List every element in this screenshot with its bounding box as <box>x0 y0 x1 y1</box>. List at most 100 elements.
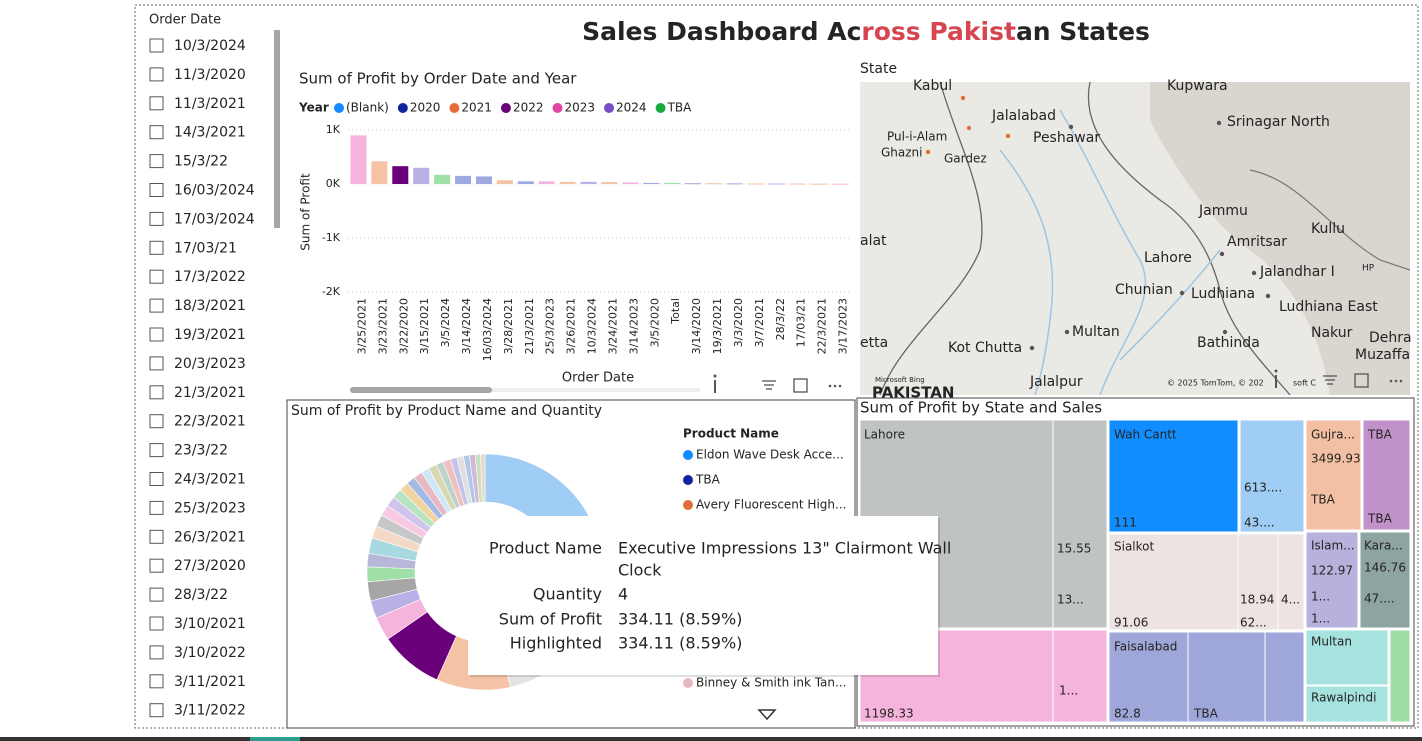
map-river <box>999 149 1054 396</box>
focus-icon[interactable] <box>793 378 808 393</box>
x-tick-label: 3/7/2021 <box>753 298 766 347</box>
treemap-label: Islam... <box>1311 539 1355 553</box>
scroll-down-arrow[interactable] <box>757 709 777 721</box>
treemap-label: 43.... <box>1244 516 1275 530</box>
map-label: Ghazni <box>881 146 923 160</box>
map-label: Jalalpur <box>1029 374 1083 390</box>
slicer-item: 11/3/2020 <box>174 67 246 83</box>
legend-label: 2022 <box>513 101 544 115</box>
title-part: ross Pakist <box>861 17 1016 46</box>
slicer-checkbox[interactable] <box>149 356 164 371</box>
treemap-title: Sum of Profit by State and Sales <box>860 399 1102 417</box>
x-tick-label: 3/3/2020 <box>732 298 745 347</box>
treemap-label: Sialkot <box>1114 540 1155 554</box>
slicer-checkbox[interactable] <box>149 414 164 429</box>
legend-marker <box>683 500 693 510</box>
treemap-tile[interactable] <box>1239 419 1305 533</box>
legend-marker <box>604 103 615 113</box>
treemap-tile[interactable] <box>1305 685 1389 723</box>
legend-label: 2020 <box>410 101 441 115</box>
slicer-checkbox[interactable] <box>149 385 164 400</box>
info-icon-dot <box>1274 369 1278 373</box>
info-icon-dot <box>713 374 717 378</box>
bar <box>706 183 723 185</box>
slicer-checkbox[interactable] <box>149 558 164 573</box>
slicer-checkbox[interactable] <box>149 183 164 197</box>
more-icon[interactable] <box>838 384 842 388</box>
slicer-checkbox[interactable] <box>149 645 164 660</box>
slicer-checkbox[interactable] <box>149 529 164 544</box>
bar <box>601 182 618 184</box>
treemap-label: 91.06 <box>1114 616 1148 630</box>
bar <box>747 183 764 185</box>
x-tick-label: 3/23/2021 <box>376 298 389 354</box>
slicer-checkbox[interactable] <box>149 67 164 82</box>
slicer-item: 26/3/2021 <box>174 529 246 545</box>
slicer-checkbox[interactable] <box>149 38 164 53</box>
map-city-dot <box>1265 293 1271 299</box>
more-icon[interactable] <box>1394 379 1398 383</box>
treemap-tile[interactable] <box>1108 631 1305 723</box>
treemap-label: 13... <box>1057 593 1084 607</box>
slicer-checkbox[interactable] <box>149 96 164 111</box>
legend-marker <box>683 678 693 688</box>
treemap-tile[interactable] <box>1305 531 1359 629</box>
tooltip-key: Quantity <box>533 585 602 604</box>
bar <box>455 175 472 184</box>
treemap-tile[interactable] <box>1305 419 1362 531</box>
more-icon[interactable] <box>1389 379 1393 383</box>
map-label: Ludhiana East <box>1279 299 1378 315</box>
treemap-tile[interactable] <box>1389 629 1411 723</box>
focus-icon[interactable] <box>1354 373 1369 388</box>
map-title: State <box>860 61 897 77</box>
legend-label: 2021 <box>461 101 492 115</box>
slicer-item: 17/03/21 <box>174 240 237 256</box>
map-label: alat <box>860 233 887 249</box>
legend-title: Product Name <box>683 427 779 441</box>
slicer-checkbox[interactable] <box>149 674 164 689</box>
slicer-checkbox[interactable] <box>149 327 164 342</box>
slicer-checkbox[interactable] <box>149 472 164 486</box>
slicer-checkbox[interactable] <box>149 587 164 602</box>
map-label: Jalalabad <box>991 108 1056 124</box>
scroll-thumb[interactable] <box>350 387 492 393</box>
slicer-checkbox[interactable] <box>149 269 164 284</box>
legend-label: Eldon Wave Desk Acce... <box>696 448 844 462</box>
bar <box>768 183 785 185</box>
treemap-label: 47.... <box>1364 592 1395 606</box>
treemap-tile[interactable] <box>1108 419 1239 533</box>
map-city-dot <box>966 125 972 131</box>
slicer-checkbox[interactable] <box>149 298 164 313</box>
donut-slice[interactable] <box>480 453 486 503</box>
slicer-checkbox[interactable] <box>149 211 164 226</box>
slicer-item: 10/3/2024 <box>174 38 246 54</box>
treemap-tile[interactable] <box>1305 629 1389 686</box>
more-icon[interactable] <box>833 384 837 388</box>
treemap-tile[interactable] <box>1362 419 1411 531</box>
slicer-checkbox[interactable] <box>149 703 164 718</box>
slicer-checkbox[interactable] <box>149 616 164 631</box>
x-tick-label: 3/14/2024 <box>460 298 473 354</box>
slicer-checkbox[interactable] <box>149 154 164 169</box>
slicer-item: 16/03/2024 <box>174 183 255 199</box>
slicer-checkbox[interactable] <box>149 125 164 140</box>
map-label: Srinagar North <box>1227 114 1330 130</box>
x-tick-label: 19/3/2021 <box>711 298 724 354</box>
bar <box>559 181 576 184</box>
legend-label: TBA <box>667 101 693 115</box>
map-border <box>1087 81 1291 396</box>
slicer-checkbox[interactable] <box>149 500 164 515</box>
map-city-dot <box>1219 251 1225 257</box>
map-label: etta <box>860 335 888 351</box>
more-icon[interactable] <box>828 384 832 388</box>
slicer-checkbox[interactable] <box>149 443 164 458</box>
more-icon[interactable] <box>1399 379 1403 383</box>
slicer-checkbox[interactable] <box>149 240 164 255</box>
slicer-item: 20/3/2023 <box>174 356 246 372</box>
treemap-tile[interactable] <box>1359 531 1411 629</box>
x-tick-label: 17/03/21 <box>795 298 808 347</box>
treemap-label: TBA <box>1367 512 1393 526</box>
slicer-item: 25/3/2023 <box>174 500 246 516</box>
slicer-item: 3/11/2021 <box>174 674 246 690</box>
treemap-tile[interactable] <box>1108 533 1305 631</box>
